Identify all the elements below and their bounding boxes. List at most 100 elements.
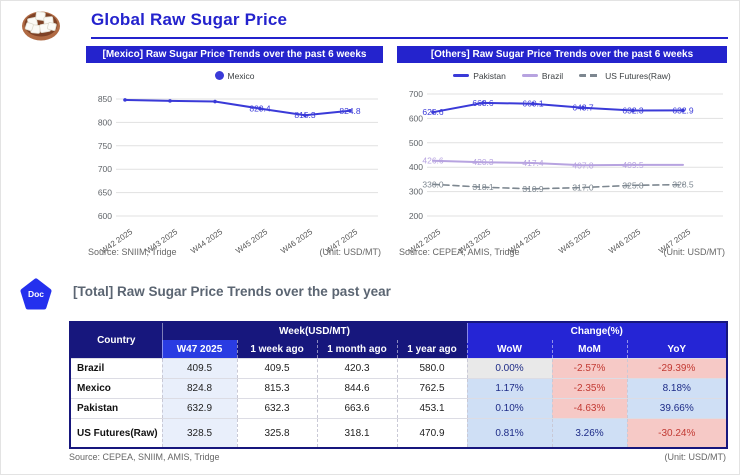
- page-title: Global Raw Sugar Price: [91, 10, 288, 29]
- data-label: 409.5: [622, 160, 644, 170]
- country-cell: Pakistan: [70, 398, 162, 419]
- data-label: 330.0: [422, 179, 444, 189]
- others-chart-panel: [Others] Raw Sugar Price Trends over the…: [397, 46, 727, 257]
- mexico-chart-panel: [Mexico] Raw Sugar Price Trends over the…: [86, 46, 383, 257]
- y-axis-tick: 600: [98, 211, 112, 221]
- table-row: Brazil 409.5 409.5 420.3 580.0 0.00% -2.57% -29…: [70, 358, 728, 379]
- price-cell: 409.5: [161, 358, 237, 379]
- country-cell: US Futures(Raw): [70, 418, 162, 448]
- data-label: 829.4: [249, 104, 271, 114]
- data-label: 663.6: [472, 98, 494, 108]
- price-cell: 663.6: [316, 398, 397, 419]
- col-header-w47-2025: W47 2025: [161, 340, 237, 359]
- data-label: 632.9: [672, 105, 694, 115]
- legend-item: Brazil: [521, 70, 564, 81]
- data-label: 824.8: [339, 106, 361, 116]
- legend-item: Mexico: [214, 70, 255, 81]
- legend-item: US Futures(Raw): [579, 71, 671, 81]
- col-group-change: Change(%): [466, 322, 728, 340]
- sugar-bowl-icon: [20, 3, 62, 48]
- col-header-1-month-ago: 1 month ago: [316, 340, 397, 359]
- change-cell: 39.66%: [626, 398, 728, 419]
- y-axis-tick: 850: [98, 94, 112, 104]
- price-table: Country Week(USD/MT) Change(%) W47 2025 …: [69, 321, 729, 449]
- change-cell: -2.57%: [551, 358, 627, 379]
- series-line: [432, 159, 684, 167]
- svg-text:Doc: Doc: [28, 289, 44, 299]
- y-axis-tick: 800: [98, 117, 112, 127]
- legend-label: Mexico: [227, 70, 255, 81]
- data-label: 420.3: [472, 157, 494, 167]
- change-cell: -4.63%: [551, 398, 627, 419]
- price-cell: 453.1: [396, 398, 467, 419]
- y-axis-tick: 400: [409, 162, 423, 172]
- price-cell: 325.8: [236, 418, 317, 448]
- y-axis-tick: 650: [98, 188, 112, 198]
- legend-marker-icon: [579, 74, 602, 77]
- series-line: [124, 98, 351, 117]
- change-cell: -30.24%: [626, 418, 728, 448]
- price-cell: 632.9: [161, 398, 237, 419]
- table-source: Source: CEPEA, SNIIM, AMIS, Tridge: [69, 452, 220, 462]
- series-line: [432, 183, 684, 190]
- col-header-yoy: YoY: [626, 340, 728, 359]
- price-cell: 824.8: [161, 378, 237, 399]
- mexico-source: Source: SNIIM, Tridge: [88, 247, 177, 257]
- others-source: Source: CEPEA, AMIS, Tridge: [399, 247, 520, 257]
- table-row: Pakistan 632.9 632.3 663.6 453.1 0.10% -4.63% 3…: [70, 398, 728, 419]
- col-header-1-week-ago: 1 week ago: [236, 340, 317, 359]
- col-header-country: Country: [70, 322, 163, 359]
- col-header-mom: MoM: [551, 340, 627, 359]
- data-label: 643.7: [572, 103, 594, 113]
- y-axis-tick: 200: [409, 211, 423, 221]
- change-cell: 8.18%: [626, 378, 728, 399]
- table-row: US Futures(Raw) 328.5 325.8 318.1 470.9 0.81%…: [70, 418, 728, 448]
- price-cell: 815.3: [236, 378, 317, 399]
- price-cell: 409.5: [236, 358, 317, 379]
- others-chart-legend: Pakistan Brazil US Futures(Raw): [397, 70, 727, 81]
- table-row: Mexico 824.8 815.3 844.6 762.5 1.17% -2.35% 8.1…: [70, 378, 728, 399]
- legend-marker-icon: [521, 74, 538, 77]
- doc-badge-icon: Doc: [20, 278, 52, 315]
- country-cell: Brazil: [70, 358, 162, 379]
- y-axis-tick: 600: [409, 113, 423, 123]
- change-cell: 0.81%: [466, 418, 552, 448]
- change-cell: 3.26%: [551, 418, 627, 448]
- country-cell: Mexico: [70, 378, 162, 399]
- data-label: 426.6: [422, 156, 444, 166]
- change-cell: 1.17%: [466, 378, 552, 399]
- total-section-heading: [Total] Raw Sugar Price Trends over the …: [73, 284, 391, 299]
- data-label: 417.4: [522, 158, 544, 168]
- legend-marker-icon: [453, 74, 470, 77]
- change-cell: -29.39%: [626, 358, 728, 379]
- col-header-wow: WoW: [466, 340, 552, 359]
- data-label: 407.8: [572, 160, 594, 170]
- legend-label: Pakistan: [473, 70, 506, 81]
- mexico-source-row: Source: SNIIM, Tridge (Unit: USD/MT): [86, 247, 383, 257]
- change-cell: 0.10%: [466, 398, 552, 419]
- data-label: 317.0: [572, 182, 594, 192]
- price-cell: 420.3: [316, 358, 397, 379]
- data-label: 815.3: [294, 110, 316, 120]
- price-cell: 328.5: [161, 418, 237, 448]
- price-cell: 762.5: [396, 378, 467, 399]
- legend-marker-icon: [214, 71, 224, 80]
- legend-item: Pakistan: [453, 71, 506, 81]
- mexico-chart-legend: Mexico: [86, 70, 383, 81]
- legend-label: US Futures(Raw): [605, 70, 671, 81]
- price-cell: 844.6: [316, 378, 397, 399]
- series-line: [432, 101, 684, 114]
- mexico-unit: (Unit: USD/MT): [319, 247, 382, 257]
- data-label: 328.5: [672, 180, 694, 190]
- legend-label: Brazil: [541, 70, 564, 81]
- data-label: 310.9: [522, 184, 544, 194]
- table-source-row: Source: CEPEA, SNIIM, AMIS, Tridge (Unit…: [69, 452, 726, 462]
- y-axis-tick: 750: [98, 141, 112, 151]
- change-cell: -2.35%: [551, 378, 627, 399]
- others-source-row: Source: CEPEA, AMIS, Tridge (Unit: USD/M…: [397, 247, 727, 257]
- price-cell: 318.1: [316, 418, 397, 448]
- others-chart-banner: [Others] Raw Sugar Price Trends over the…: [397, 46, 727, 63]
